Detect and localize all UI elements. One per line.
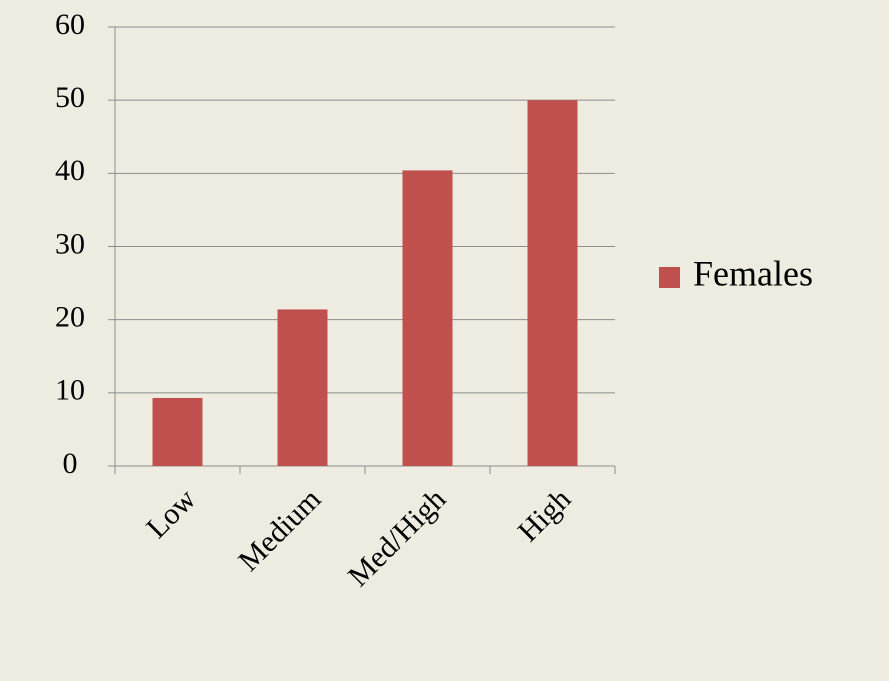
legend-swatch	[659, 267, 680, 288]
bar	[152, 397, 203, 466]
bar	[527, 100, 578, 467]
y-tick-label: 20	[55, 301, 85, 334]
bar	[277, 309, 328, 466]
bar	[402, 170, 453, 466]
y-tick-label: 10	[55, 374, 85, 407]
y-tick-label: 0	[63, 447, 78, 480]
y-tick-label: 30	[55, 227, 85, 260]
y-tick-label: 50	[55, 81, 85, 114]
y-tick-label: 60	[55, 8, 85, 41]
y-tick-label: 40	[55, 154, 85, 187]
legend-label: Females	[693, 253, 813, 293]
